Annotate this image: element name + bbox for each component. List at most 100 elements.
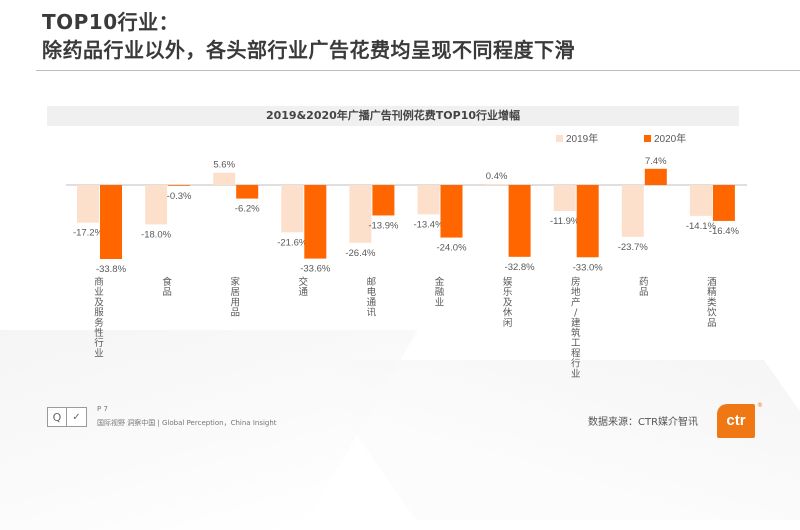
category-label: 程 [571,348,581,359]
data-label: -33.8% [96,264,127,275]
category-label: 商 [94,276,104,288]
category-label: 居 [230,287,240,298]
category-label: 及 [94,297,104,308]
data-label: 0.4% [486,171,508,182]
chart-title: 2019&2020年广播广告刊例花费TOP10行业增幅 [265,109,521,122]
data-label: -33.6% [300,264,331,275]
category-label: 酒 [707,277,717,288]
data-label: -26.4% [345,248,376,259]
category-label: 业 [435,297,445,308]
bar-2019 [417,185,440,215]
bar-2019 [553,185,576,212]
category-label: 品 [162,287,172,298]
category-label: 乐 [503,286,513,298]
bar-2020 [576,185,599,258]
category-label: 娱 [503,276,513,288]
data-label: -14.1% [686,221,717,232]
category-label: 通 [367,297,377,308]
category-label: 用 [230,297,240,308]
category-label: 工 [571,338,581,349]
data-label: -33.0% [573,262,604,273]
slide-title-line1: TOP10行业： [42,10,180,34]
bar-2019 [621,185,644,237]
bar-2019 [145,185,168,225]
chart-title-band: 2019&2020年广播广告刊例花费TOP10行业增幅 [47,106,739,126]
category-label: 服 [94,308,104,319]
bar-2020 [100,185,122,260]
category-label: 务 [94,317,104,329]
category-label: 食 [162,276,172,288]
bar-2019 [281,185,304,233]
category-label: 家 [230,276,240,288]
bar-2020 [440,185,463,238]
category-label: 房 [571,276,581,288]
data-source: 数据来源：CTR媒介智讯 [588,417,699,428]
bar-2019 [77,185,99,223]
category-label: 产 [571,296,581,308]
data-label: -18.0% [141,229,172,240]
bar-2019 [213,172,236,185]
bar-2020 [372,185,395,216]
legend-label-1: 2020年 [654,132,686,145]
category-label: 类 [707,296,717,308]
footer-tagline: 国际视野 洞察中国 | Global Perception，China Insi… [97,419,277,427]
legend-swatch-0 [556,135,563,142]
data-label: -11.9% [550,216,580,227]
category-label: 业 [94,287,104,298]
category-label: 交 [299,276,309,288]
bar-2019 [349,185,372,243]
data-label: -32.8% [505,262,536,273]
category-label: 及 [503,297,513,308]
slide-title: TOP10行业： 除药品行业以外，各头部行业广告花费均呈现不同程度下滑 [42,8,575,64]
category-label: 闲 [503,318,513,329]
category-label: 地 [571,286,581,298]
category-label: / [574,308,578,319]
bar-2020 [508,185,531,257]
data-label: -0.3% [167,191,192,202]
bar-2020 [712,185,735,221]
bar-2020 [644,168,667,185]
category-label: 建 [571,317,581,329]
data-label: -13.9% [368,220,399,231]
data-label: 7.4% [645,156,667,167]
bar-chart: 2019年 2020年-17.2%-33.8%商业及服务性行业-18.0%-0.3… [66,132,747,380]
checkmark-cert-icon: ✓ [72,411,81,423]
category-label: 业 [571,369,581,380]
category-label: 饮 [707,307,717,319]
category-label: 通 [299,287,309,298]
ctr-logo: ctr [717,404,755,438]
category-label: 品 [639,287,649,298]
category-label: 讯 [367,308,377,319]
data-label: -16.4% [709,226,740,237]
quality-cert-icon: Q [48,408,67,426]
bar-2019 [485,184,508,185]
category-label: 药 [639,277,649,288]
category-label: 品 [707,318,717,329]
category-label: 业 [94,348,104,359]
category-label: 邮 [367,276,377,288]
data-label: -13.4% [413,219,444,230]
registered-mark: ® [757,402,763,409]
data-label: -21.6% [277,237,308,248]
category-label: 品 [230,308,240,319]
category-label: 融 [435,287,445,298]
data-label: -6.2% [235,204,260,215]
data-label: -24.0% [436,243,467,254]
category-label: 电 [367,286,377,298]
bar-2020 [168,185,191,186]
page-number: P 7 [97,405,108,413]
data-label: 5.6% [213,160,235,171]
category-label: 筑 [571,327,581,339]
title-divider [36,70,800,71]
category-label: 行 [571,358,581,370]
legend-swatch-1 [644,135,651,142]
legend-label-0: 2019年 [566,132,598,145]
data-label: -17.2% [73,228,104,239]
bar-2020 [236,185,259,199]
data-label: -23.7% [618,242,649,253]
bar-2020 [304,185,327,259]
category-label: 精 [707,286,717,298]
certification-logos: Q ✓ [47,407,87,427]
category-label: 行 [94,337,104,349]
category-label: 休 [503,307,513,319]
